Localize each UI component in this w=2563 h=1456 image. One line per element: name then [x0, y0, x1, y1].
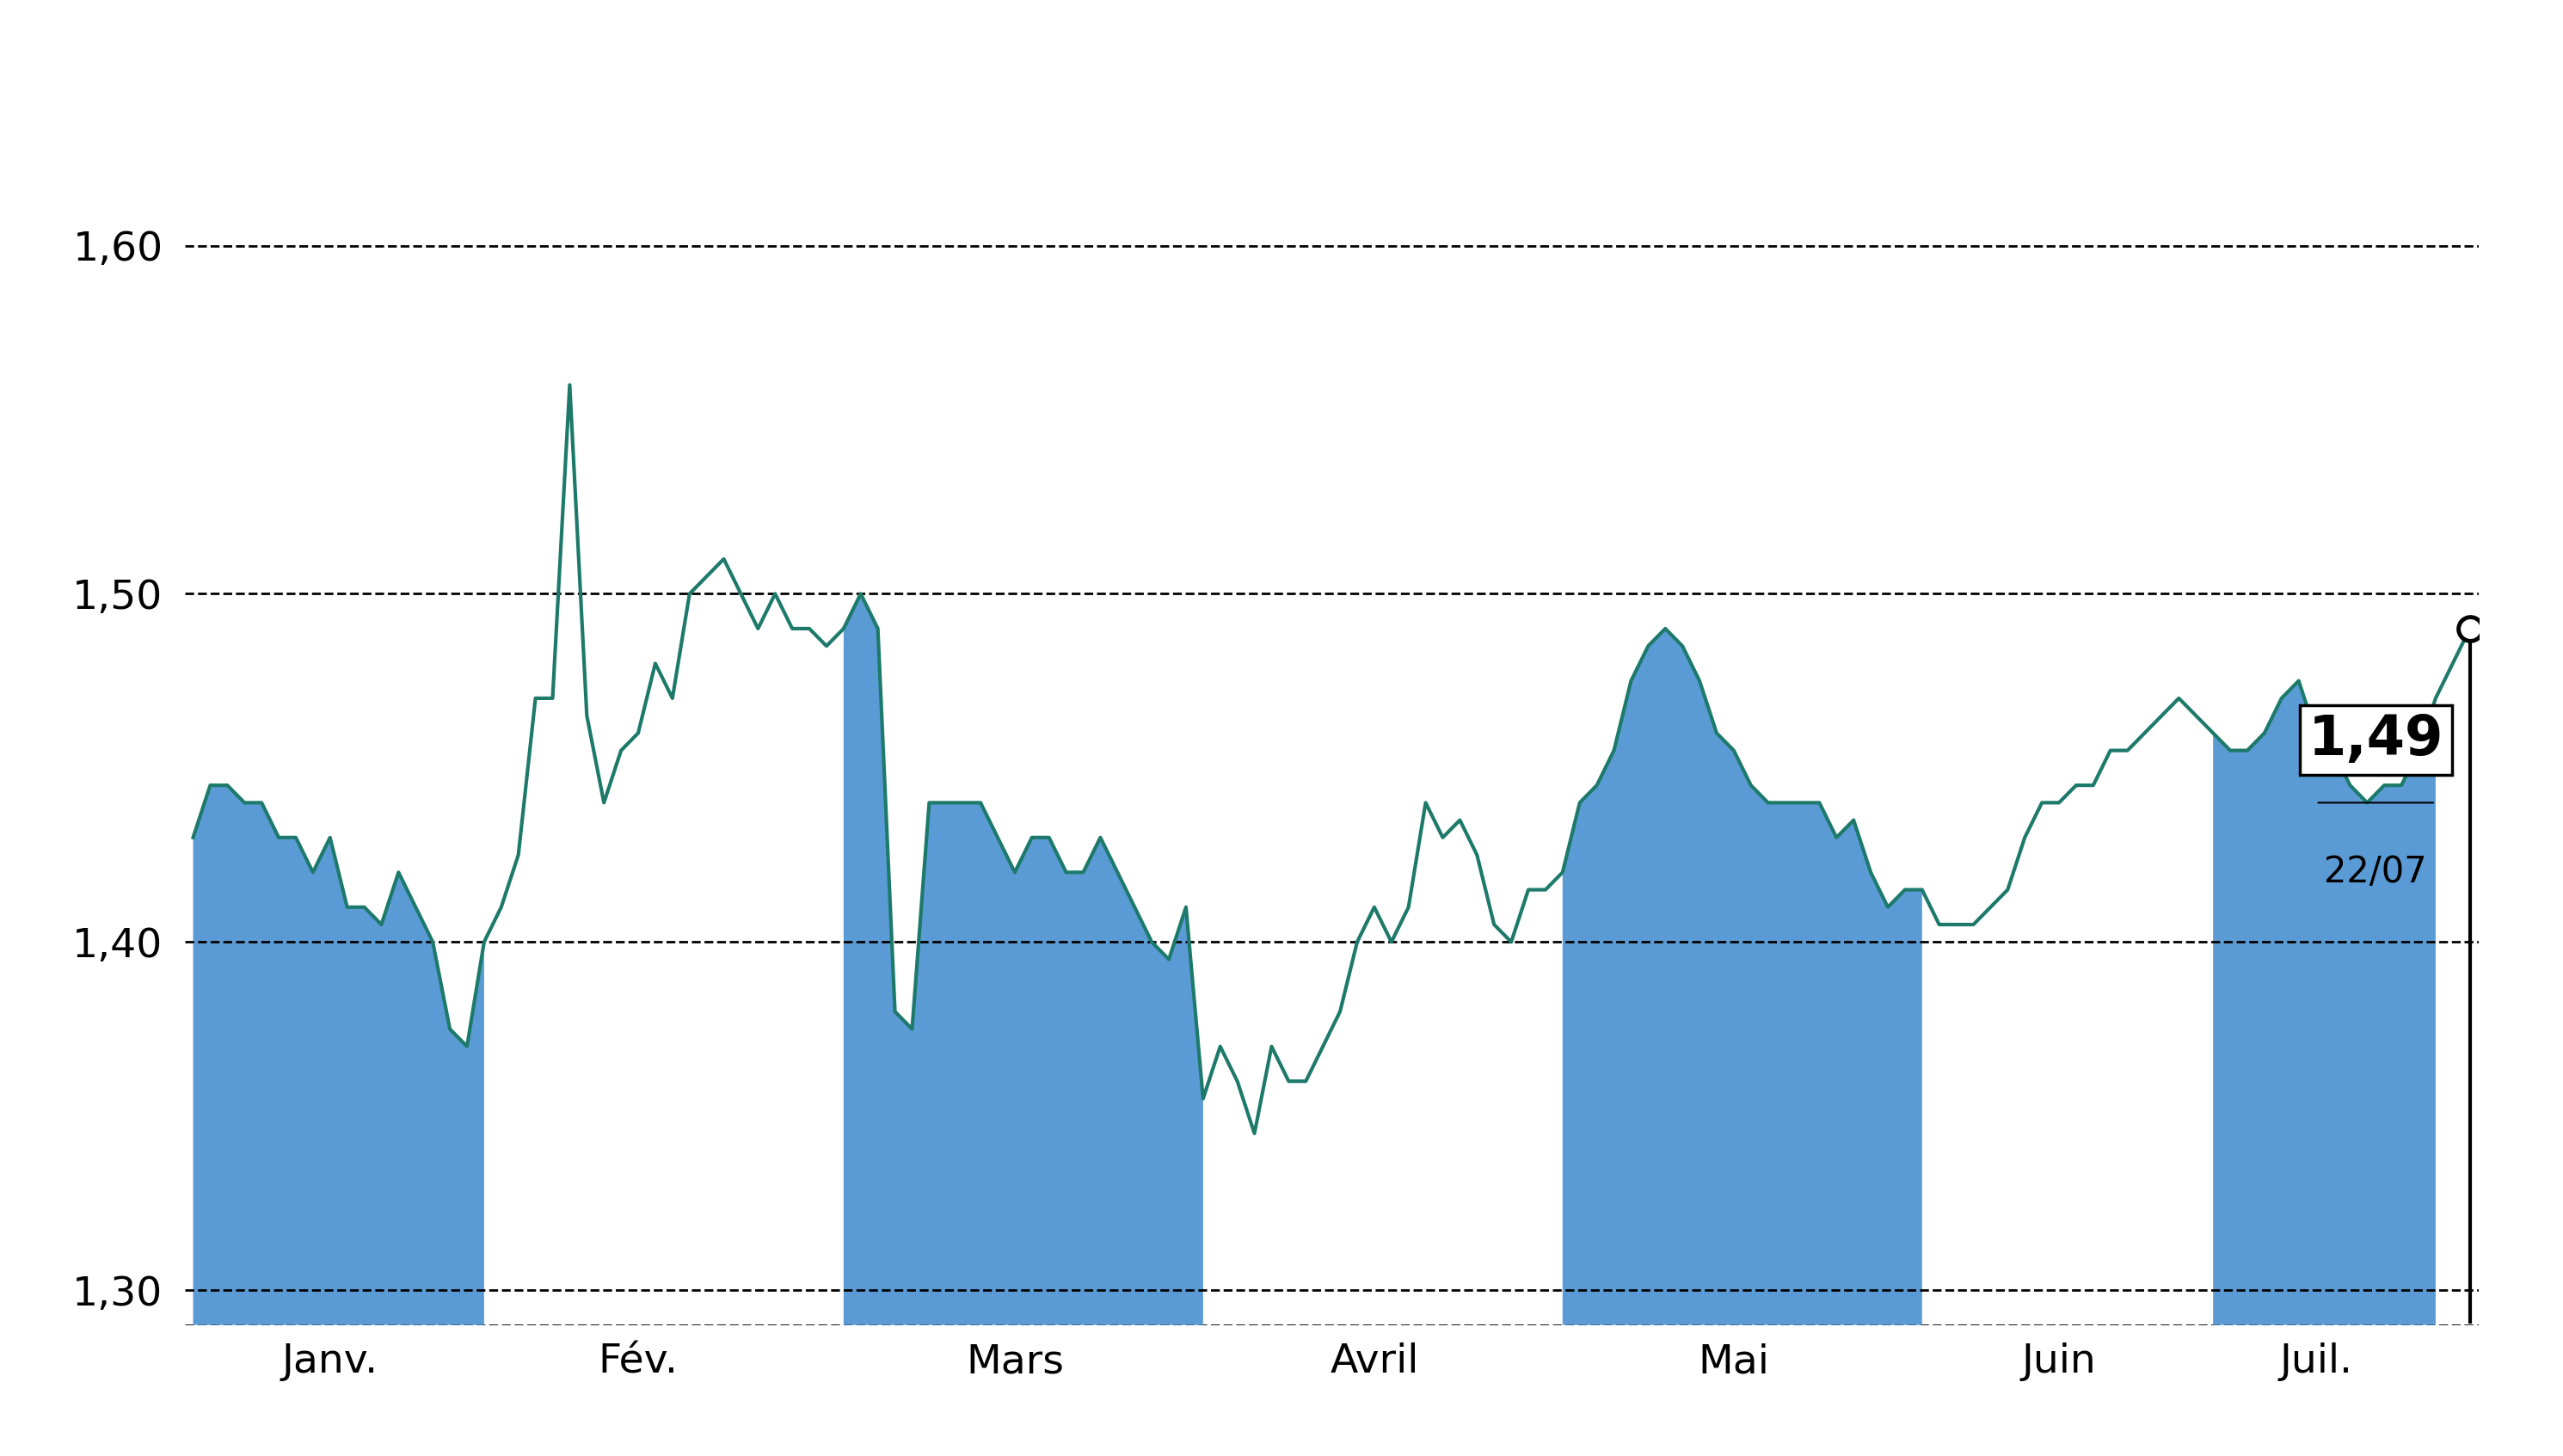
Text: IKONISYS: IKONISYS: [1033, 9, 1530, 99]
Text: 22/07: 22/07: [2325, 855, 2427, 891]
Polygon shape: [192, 785, 484, 1325]
Polygon shape: [2212, 681, 2435, 1325]
Polygon shape: [843, 594, 1202, 1325]
Polygon shape: [1563, 629, 1922, 1325]
Text: 1,49: 1,49: [2307, 713, 2443, 767]
